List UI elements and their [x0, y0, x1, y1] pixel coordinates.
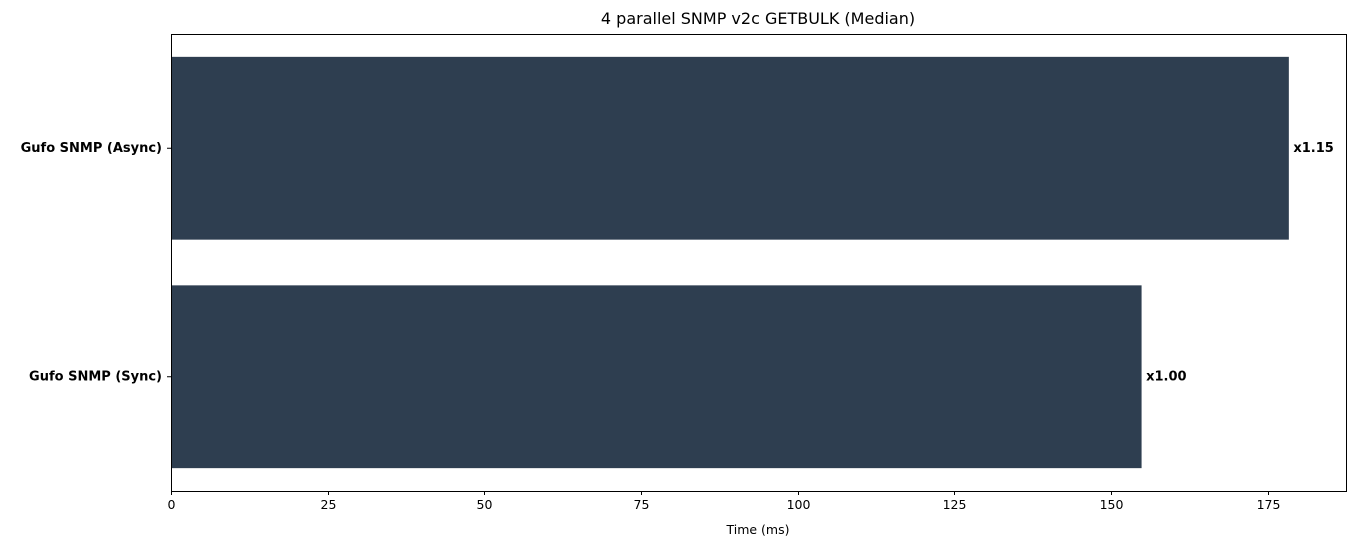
plot-frame	[171, 34, 1347, 492]
x-axis: 0 25 50 75 100 125 150 175	[168, 491, 1281, 512]
x-tick-label: 125	[943, 497, 967, 512]
x-tick-label: 175	[1257, 497, 1281, 512]
y-tick-label: Gufo SNMP (Async)	[21, 141, 162, 156]
x-tick-label: 75	[634, 497, 650, 512]
x-tick-label: 100	[787, 497, 811, 512]
bar-value-label: x1.15	[1293, 141, 1333, 156]
data-labels-group: x1.15 x1.00	[1146, 141, 1334, 385]
x-tick-label: 25	[321, 497, 337, 512]
bars-group	[171, 56, 1289, 469]
x-tick-label: 0	[168, 497, 176, 512]
x-tick-label: 150	[1100, 497, 1124, 512]
bar-value-label: x1.00	[1146, 369, 1186, 384]
chart-title: 4 parallel SNMP v2c GETBULK (Median)	[601, 9, 915, 28]
y-axis: Gufo SNMP (Async) Gufo SNMP (Sync)	[21, 141, 171, 384]
x-axis-label: Time (ms)	[725, 522, 789, 537]
y-tick-label: Gufo SNMP (Sync)	[29, 369, 162, 384]
bar-gufo-snmp-sync	[171, 285, 1142, 469]
bar-gufo-snmp-async	[171, 56, 1289, 240]
x-tick-label: 50	[477, 497, 493, 512]
